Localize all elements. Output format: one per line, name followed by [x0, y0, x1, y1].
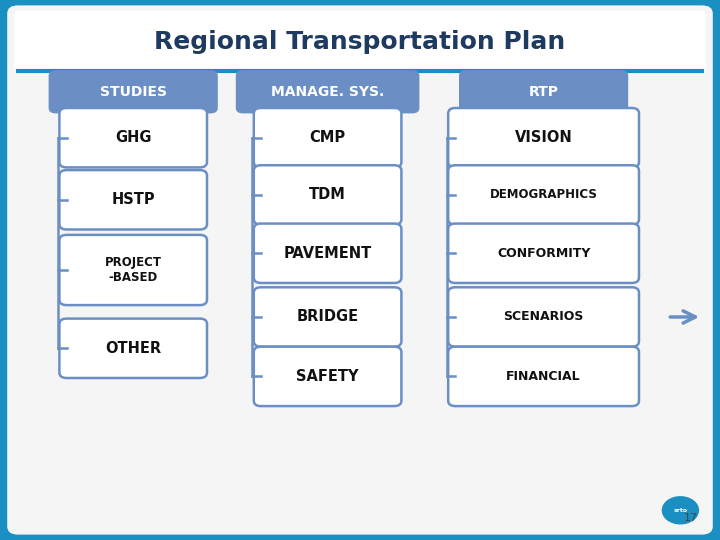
FancyBboxPatch shape [459, 70, 628, 113]
FancyBboxPatch shape [236, 70, 419, 113]
Text: PAVEMENT: PAVEMENT [284, 246, 372, 261]
FancyBboxPatch shape [254, 108, 402, 167]
FancyBboxPatch shape [254, 287, 402, 347]
Text: BRIDGE: BRIDGE [297, 309, 359, 325]
Text: RTP: RTP [528, 85, 559, 99]
Text: 17: 17 [684, 512, 698, 523]
Text: SCENARIOS: SCENARIOS [503, 310, 584, 323]
Text: HSTP: HSTP [112, 192, 155, 207]
FancyBboxPatch shape [49, 70, 217, 113]
Text: VISION: VISION [515, 130, 572, 145]
FancyBboxPatch shape [254, 224, 402, 283]
Text: DEMOGRAPHICS: DEMOGRAPHICS [490, 188, 598, 201]
FancyBboxPatch shape [7, 5, 713, 535]
Text: SAFETY: SAFETY [297, 369, 359, 384]
FancyBboxPatch shape [448, 165, 639, 225]
Text: TDM: TDM [309, 187, 346, 202]
Text: GHG: GHG [115, 130, 151, 145]
Text: MANAGE. SYS.: MANAGE. SYS. [271, 85, 384, 99]
Text: FINANCIAL: FINANCIAL [506, 370, 581, 383]
Text: STUDIES: STUDIES [99, 85, 167, 99]
FancyBboxPatch shape [60, 170, 207, 230]
FancyBboxPatch shape [448, 347, 639, 406]
FancyBboxPatch shape [448, 224, 639, 283]
FancyBboxPatch shape [448, 287, 639, 347]
FancyBboxPatch shape [448, 108, 639, 167]
Circle shape [662, 497, 698, 524]
FancyBboxPatch shape [14, 11, 706, 73]
Text: CONFORMITY: CONFORMITY [497, 247, 590, 260]
Text: OTHER: OTHER [105, 341, 161, 356]
Text: CMP: CMP [310, 130, 346, 145]
Text: PROJECT
-BASED: PROJECT -BASED [104, 256, 162, 284]
FancyBboxPatch shape [60, 319, 207, 378]
Text: Regional Transportation Plan: Regional Transportation Plan [154, 30, 566, 54]
Text: srto: srto [673, 508, 688, 513]
FancyBboxPatch shape [60, 108, 207, 167]
FancyBboxPatch shape [254, 347, 402, 406]
FancyBboxPatch shape [254, 165, 402, 225]
FancyBboxPatch shape [60, 235, 207, 305]
